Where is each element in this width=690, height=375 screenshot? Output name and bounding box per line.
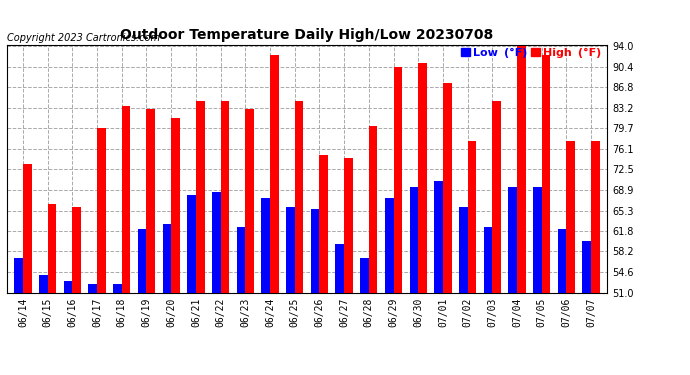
Bar <box>493 100 501 292</box>
Bar <box>344 158 353 292</box>
Bar <box>48 204 57 292</box>
Bar <box>319 155 328 292</box>
Bar <box>23 164 32 292</box>
Text: Copyright 2023 Cartronics.com: Copyright 2023 Cartronics.com <box>7 33 160 42</box>
Bar <box>237 226 245 292</box>
Bar <box>163 224 171 292</box>
Bar <box>393 67 402 292</box>
Bar <box>360 258 369 292</box>
Bar <box>97 128 106 292</box>
Bar <box>434 181 443 292</box>
Bar <box>171 118 180 292</box>
Bar <box>418 63 427 292</box>
Bar <box>63 281 72 292</box>
Bar <box>369 126 377 292</box>
Bar <box>138 230 146 292</box>
Bar <box>121 106 130 292</box>
Bar <box>310 209 319 292</box>
Bar <box>335 244 344 292</box>
Bar <box>88 284 97 292</box>
Title: Outdoor Temperature Daily High/Low 20230708: Outdoor Temperature Daily High/Low 20230… <box>121 28 493 42</box>
Bar <box>566 141 575 292</box>
Legend: Low  (°F), High  (°F): Low (°F), High (°F) <box>461 48 602 58</box>
Bar <box>582 241 591 292</box>
Bar <box>39 275 48 292</box>
Bar <box>509 186 517 292</box>
Bar <box>146 109 155 292</box>
Bar <box>221 100 229 292</box>
Bar <box>262 198 270 292</box>
Bar <box>295 100 304 292</box>
Bar <box>591 141 600 292</box>
Bar <box>196 100 204 292</box>
Bar <box>558 230 566 292</box>
Bar <box>468 141 476 292</box>
Bar <box>187 195 196 292</box>
Bar <box>72 207 81 292</box>
Bar <box>517 46 526 292</box>
Bar <box>385 198 393 292</box>
Bar <box>443 83 451 292</box>
Bar <box>286 207 295 292</box>
Bar <box>245 109 254 292</box>
Bar <box>113 284 121 292</box>
Bar <box>270 55 279 292</box>
Bar <box>459 207 468 292</box>
Bar <box>484 226 493 292</box>
Bar <box>542 55 551 292</box>
Bar <box>533 186 542 292</box>
Bar <box>14 258 23 292</box>
Bar <box>212 192 221 292</box>
Bar <box>410 186 418 292</box>
